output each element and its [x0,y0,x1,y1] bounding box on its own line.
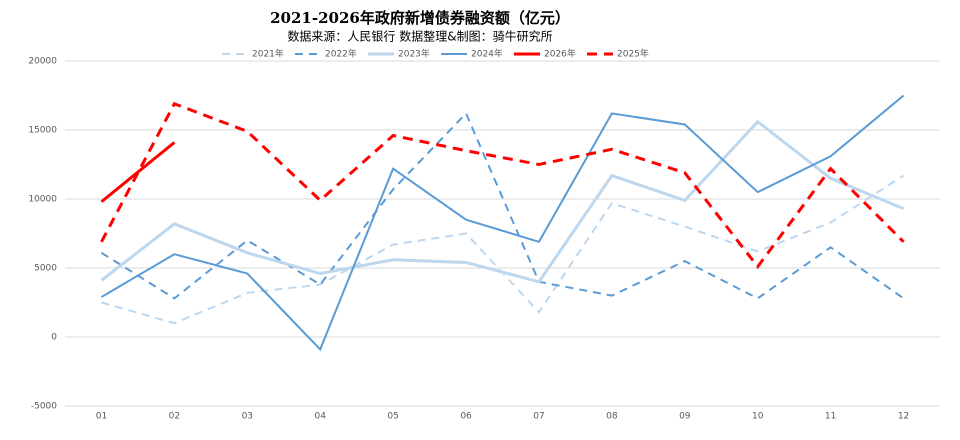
y-tick-label: 20000 [28,57,57,67]
x-tick-label: 09 [679,412,691,422]
legend-label: 2026年 [544,48,576,60]
chart-subtitle: 数据来源：人民银行 数据整理&制图：骑牛研究所 [287,29,552,44]
legend-label: 2022年 [325,48,357,60]
x-tick-label: 06 [460,412,472,422]
x-tick-label: 05 [387,412,398,422]
x-tick-label: 01 [96,412,107,422]
legend-label: 2025年 [617,48,649,60]
x-tick-label: 11 [825,412,836,422]
series-line [100,111,905,300]
x-tick-label: 04 [314,412,326,422]
x-tick-label: 08 [606,412,618,422]
y-tick-label: 15000 [28,126,57,136]
series-line [100,101,905,270]
series-line [100,94,905,352]
legend-label: 2023年 [398,48,430,60]
x-tick-label: 03 [242,412,253,422]
y-tick-label: 0 [51,333,57,343]
y-tick-label: 10000 [28,195,57,205]
series-line [100,141,176,203]
y-tick-label: 5000 [34,264,57,274]
chart-title: 2021-2026年政府新增债券融资额（亿元） [270,9,570,27]
x-tick-label: 12 [898,412,909,422]
x-tick-label: 10 [752,412,764,422]
series-line [100,119,905,284]
x-tick-label: 02 [169,412,180,422]
x-tick-label: 07 [533,412,544,422]
legend-label: 2021年 [252,48,284,60]
y-tick-label: -5000 [31,402,57,412]
legend-label: 2024年 [471,48,503,60]
